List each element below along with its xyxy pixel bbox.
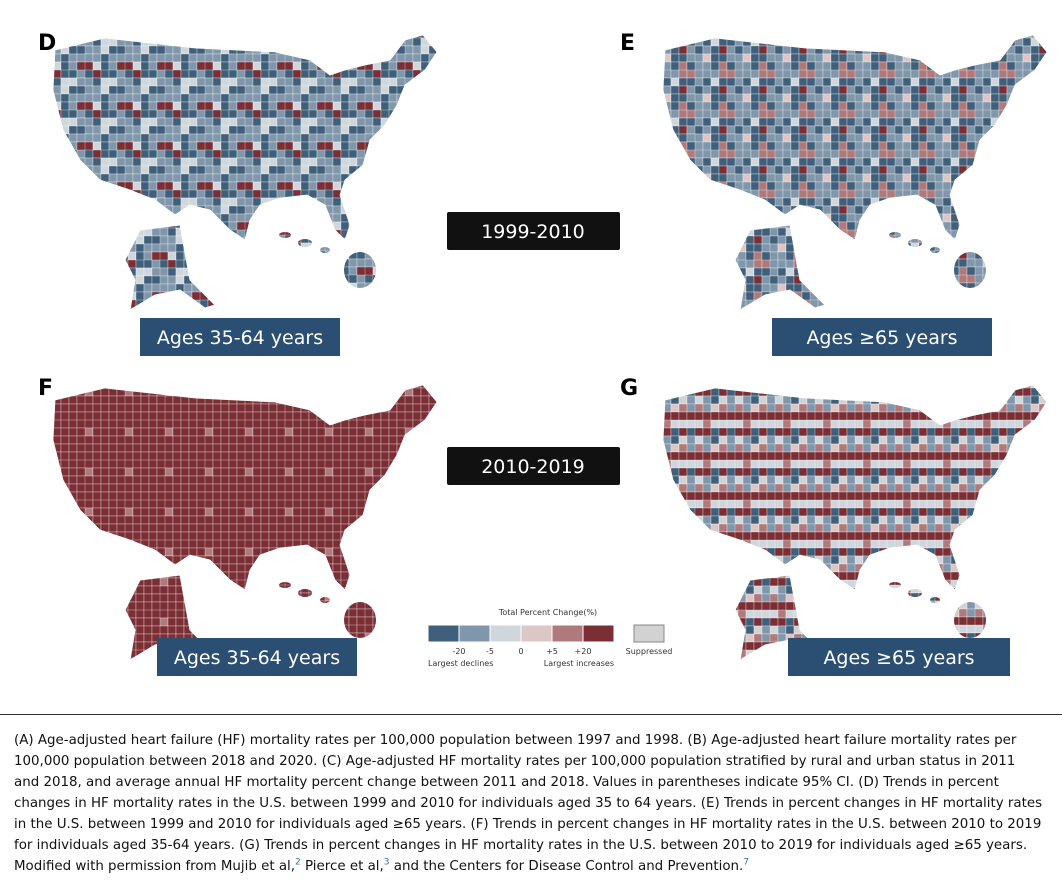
- panel-letter: D: [38, 31, 56, 56]
- age-box: [788, 638, 1010, 676]
- age-label: Ages 35-64 years: [157, 327, 323, 349]
- period-box: [447, 212, 620, 250]
- hawaii: [279, 232, 376, 288]
- map: [52, 384, 438, 661]
- legend-swatch-suppressed: [633, 624, 665, 643]
- hawaii: [889, 582, 986, 638]
- age-label: Ages ≥65 years: [806, 327, 957, 349]
- legend-tick: +20: [575, 647, 592, 656]
- map: [662, 384, 1048, 661]
- contiguous-us: [662, 34, 1048, 241]
- legend-swatch: [489, 624, 522, 643]
- legend-swatch: [520, 624, 553, 643]
- panel-letter: G: [620, 376, 638, 401]
- legend-swatch: [458, 624, 491, 643]
- age-label: Ages ≥65 years: [823, 647, 974, 669]
- reference: 7: [743, 857, 750, 868]
- caption-text: and the Centers for Disease Control and …: [389, 859, 744, 874]
- caption: (A) Age-adjusted heart failure (HF) mort…: [14, 730, 1044, 877]
- figure: D Ages 35-64 years E Ages ≥65 years F Ages 35…: [38, 31, 1048, 676]
- legend-suppressed: Suppressed: [626, 647, 673, 656]
- legend-high-note: Largest increases: [544, 659, 614, 668]
- legend-swatch: [582, 624, 615, 643]
- legend-swatch: [551, 624, 584, 643]
- panel-letter: F: [38, 376, 53, 401]
- legend-tick: -20: [452, 647, 465, 656]
- map: [662, 34, 1048, 311]
- legend-low-note: Largest declines: [428, 659, 493, 668]
- legend-tick: +5: [546, 647, 558, 656]
- legend-title: Total Percent Change(%): [498, 608, 597, 617]
- contiguous-us: [52, 384, 438, 591]
- divider: [0, 714, 1062, 715]
- hawaii: [279, 582, 376, 638]
- panel-letter: E: [620, 31, 635, 56]
- period-label: 2010-2019: [481, 456, 585, 478]
- legend-swatch: [427, 624, 460, 643]
- age-box: [140, 318, 340, 356]
- contiguous-us: [52, 34, 438, 241]
- age-label: Ages 35-64 years: [174, 647, 340, 669]
- reference: 2: [295, 857, 301, 868]
- period-box: [447, 447, 620, 485]
- hawaii: [889, 232, 986, 288]
- age-box: [157, 638, 357, 676]
- alaska: [734, 224, 826, 311]
- age-box: [772, 318, 992, 356]
- map: [52, 34, 438, 311]
- caption-text: Pierce et al,: [300, 859, 384, 874]
- alaska: [124, 224, 216, 311]
- contiguous-us: [662, 384, 1048, 591]
- caption-text: (A) Age-adjusted heart failure (HF) mort…: [14, 733, 1043, 874]
- reference: 3: [383, 857, 390, 868]
- legend-tick: -5: [486, 647, 494, 656]
- period-label: 1999-2010: [481, 221, 585, 243]
- legend-tick: 0: [518, 647, 523, 656]
